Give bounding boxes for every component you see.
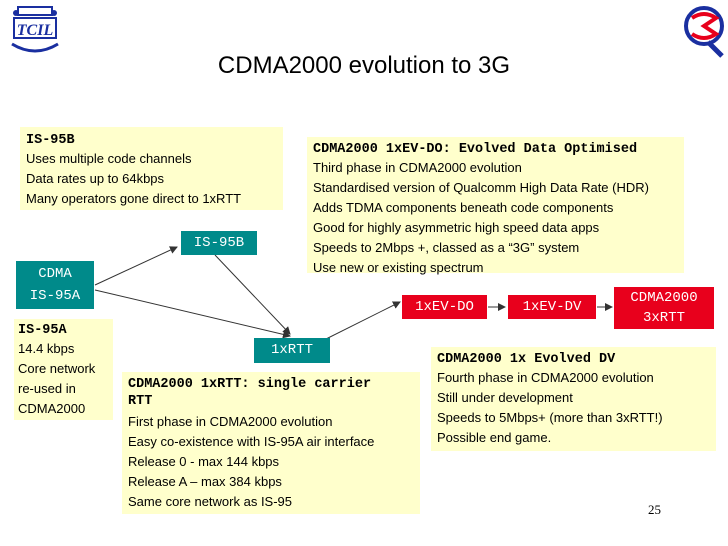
- is95a-line: CDMA2000: [18, 401, 86, 416]
- tcil-logo: TCIL: [6, 4, 64, 62]
- rtt-box-title-line2: RTT: [128, 394, 153, 409]
- evdv-info-box: CDMA2000 1x Evolved DV Fourth phase in C…: [431, 347, 716, 451]
- node-1xev-do: 1xEV-DO: [402, 295, 487, 319]
- is95b-line: Uses multiple code channels: [26, 151, 192, 166]
- rtt-box-title-line1: CDMA2000 1xRTT: single carrier: [128, 377, 372, 392]
- is95a-line: Core network: [18, 361, 96, 376]
- node-3xrtt-line1: CDMA2000: [630, 290, 698, 306]
- is95b-line: Many operators gone direct to 1xRTT: [26, 191, 242, 206]
- evdo-line: Standardised version of Qualcomm High Da…: [313, 180, 649, 195]
- is95a-line: 14.4 kbps: [18, 341, 75, 356]
- is95b-box-title: IS-95B: [26, 133, 75, 148]
- slide-title: CDMA2000 evolution to 3G: [217, 52, 511, 79]
- node-1xev-dv: 1xEV-DV: [508, 295, 596, 319]
- is95a-box-title: IS-95A: [18, 323, 67, 338]
- node-1xrtt: 1xRTT: [254, 338, 330, 363]
- page-number: 25: [648, 502, 661, 517]
- node-cdma-is95a: CDMA IS-95A: [16, 261, 94, 309]
- is95a-line: re-used in: [18, 381, 76, 396]
- evdv-line: Fourth phase in CDMA2000 evolution: [437, 370, 654, 385]
- evdo-line: Third phase in CDMA2000 evolution: [313, 160, 522, 175]
- rtt-line: Easy co-existence with IS-95A air interf…: [128, 434, 375, 449]
- evdo-line: Good for highly asymmetric high speed da…: [313, 220, 600, 235]
- evdo-info-box: CDMA2000 1xEV-DO: Evolved Data Optimised…: [307, 137, 684, 275]
- is95a-info-box: IS-95A 14.4 kbps Core network re-used in…: [14, 319, 113, 420]
- rtt-info-box: CDMA2000 1xRTT: single carrier RTT First…: [122, 372, 420, 514]
- evdo-line: Use new or existing spectrum: [313, 260, 484, 275]
- evdv-line: Still under development: [437, 390, 573, 405]
- svg-text:TCIL: TCIL: [17, 22, 54, 39]
- node-cdma2000-3xrtt: CDMA2000 3xRTT: [614, 287, 714, 329]
- evdo-box-title: CDMA2000 1xEV-DO: Evolved Data Optimised: [313, 142, 638, 157]
- evdv-box-title: CDMA2000 1x Evolved DV: [437, 352, 616, 367]
- node-cdma-is95a-line2: IS-95A: [29, 288, 81, 304]
- is95b-info-box: IS-95B Uses multiple code channels Data …: [20, 127, 283, 210]
- evdv-line: Possible end game.: [437, 430, 552, 445]
- rtt-line: Release A – max 384 kbps: [128, 474, 282, 489]
- node-cdma-is95a-line1: CDMA: [38, 266, 72, 282]
- evdo-line: Adds TDMA components beneath code compon…: [313, 200, 614, 215]
- q-logo: [682, 4, 726, 58]
- rtt-line: Release 0 - max 144 kbps: [128, 454, 280, 469]
- node-3xrtt-line2: 3xRTT: [642, 310, 685, 326]
- evdo-line: Speeds to 2Mbps +, classed as a “3G” sys…: [313, 240, 580, 255]
- evdv-line: Speeds to 5Mbps+ (more than 3xRTT!): [437, 410, 663, 425]
- rtt-line: Same core network as IS-95: [128, 494, 293, 509]
- node-is95b: IS-95B: [181, 231, 257, 255]
- rtt-line: First phase in CDMA2000 evolution: [128, 414, 333, 429]
- is95b-line: Data rates up to 64kbps: [26, 171, 165, 186]
